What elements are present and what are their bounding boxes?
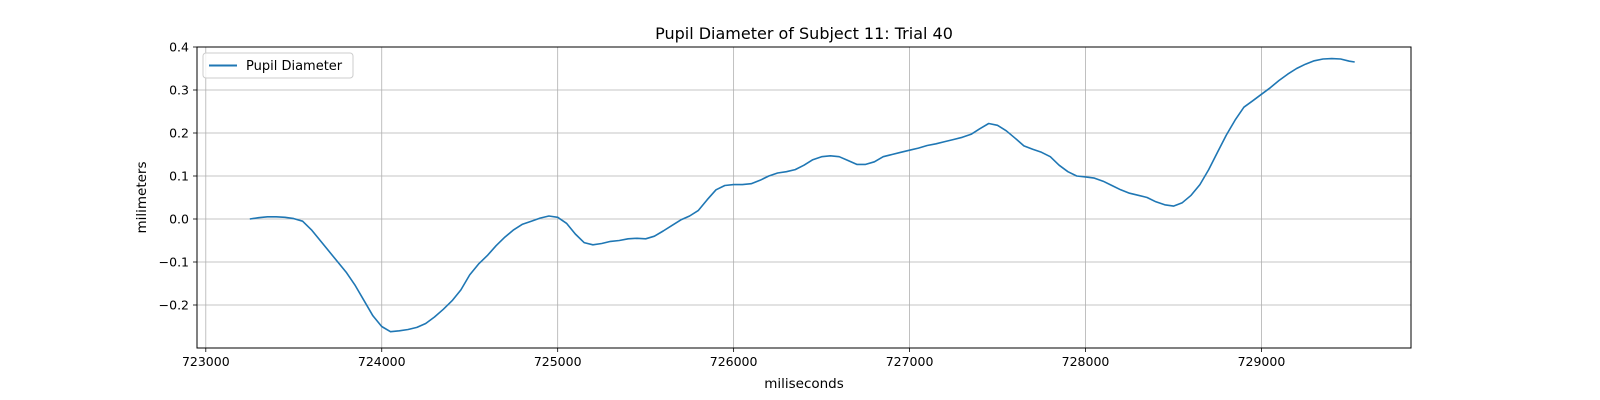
plot-frame [196, 46, 1412, 349]
y-tick-label: 0.2 [169, 126, 189, 141]
x-tick-label: 729000 [1238, 354, 1286, 369]
y-tick-label: 0.3 [169, 83, 189, 98]
chart-title: Pupil Diameter of Subject 11: Trial 40 [655, 24, 953, 43]
x-tick-label: 723000 [182, 354, 230, 369]
ticks: 723000 724000 725000 726000 727000 728000 7290… [159, 40, 1286, 370]
legend-box [202, 52, 354, 79]
x-tick-label: 724000 [358, 354, 406, 369]
legend: Pupil Diameter [202, 52, 354, 79]
plot-line-group [249, 57, 1355, 333]
y-tick-label: −0.1 [159, 255, 189, 270]
x-tick-label: 727000 [886, 354, 934, 369]
y-axis-label: milimeters [134, 161, 150, 233]
y-tick-label: 0.0 [169, 212, 189, 227]
y-tick-label: 0.4 [169, 40, 189, 55]
x-tick-label: 725000 [534, 354, 582, 369]
legend-entry-pupil-diameter: Pupil Diameter [246, 59, 343, 74]
x-tick-label: 726000 [710, 354, 758, 369]
y-tick-label: 0.1 [169, 169, 189, 184]
x-tick-label: 728000 [1062, 354, 1110, 369]
series-line-pupil-diameter [249, 57, 1355, 333]
y-tick-label: −0.2 [159, 298, 189, 313]
x-axis-label: miliseconds [764, 376, 844, 392]
